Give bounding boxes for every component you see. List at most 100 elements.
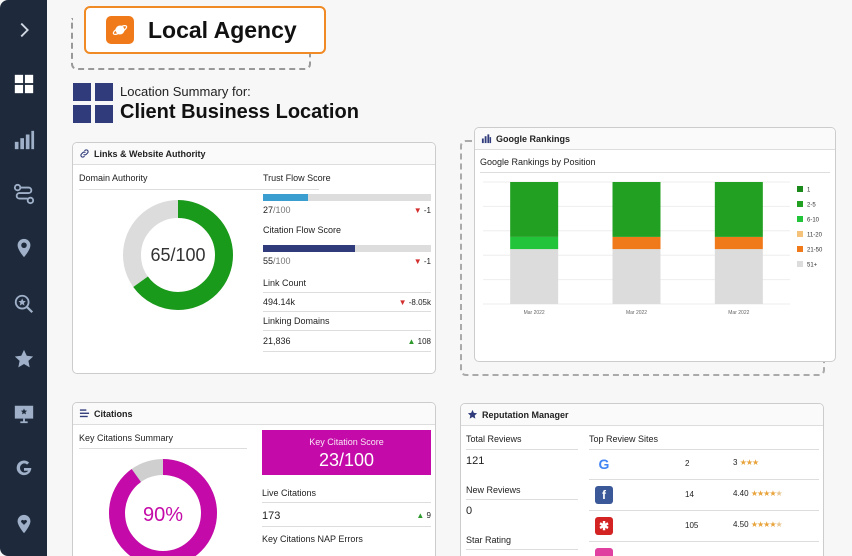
legend-label: 1 [807,188,811,194]
down-arrow-icon: ▼ [413,206,422,215]
divider [263,292,431,293]
legend-label: 21-50 [807,248,823,254]
dashboard-grid-icon[interactable] [0,68,47,100]
presentation-icon[interactable] [0,398,47,430]
rankings-chart: Mar 2022 Mar 2022 Mar 2022 1 2-5 6-10 11-20 21-… [483,181,823,316]
trust-flow-label: Trust Flow Score [263,173,331,183]
key-citations-summary-label: Key Citations Summary [79,433,174,443]
divider [466,449,578,450]
trust-flow-delta-value: -1 [423,206,431,215]
divider [589,541,819,542]
reputation-card: Reputation Manager Total Reviews 121 New… [460,403,824,556]
citation-flow-delta: ▼ -1 [393,257,431,266]
new-reviews-value: 0 [466,505,473,517]
divider [589,479,819,480]
agency-logo-icon [106,16,134,44]
domain-authority-label: Domain Authority [79,173,148,183]
citations-card: Citations Key Citations Summary 90% [72,402,436,556]
rating-half-star-icon: ★ [775,489,783,498]
bar-chart-icon[interactable] [0,124,47,156]
donut-arc [109,459,217,556]
bar-segment-51+ [510,249,559,304]
site-rating-value: 4.50 [733,520,749,529]
rankings-subtitle: Google Rankings by Position [480,157,596,167]
divider [79,189,319,190]
divider [589,449,819,450]
live-citations-delta-value: 9 [426,511,431,520]
linking-domains-delta: ▲ 108 [393,337,431,346]
expand-chevron-icon[interactable] [0,14,47,46]
total-reviews-value: 121 [466,455,485,467]
yelp-icon[interactable]: ✱ [595,517,613,535]
down-arrow-icon: ▼ [398,298,407,307]
link-count-delta: ▼ -8.05k [383,298,431,307]
site-rating: 4.50 ★★★★★ [733,520,783,529]
live-citations-delta: ▲ 9 [400,511,431,520]
rankings-card: Google Rankings Google Rankings by Posit… [474,127,836,362]
legend-swatch [797,186,803,192]
linking-domains-label: Linking Domains [263,316,330,326]
trust-flow-number: 27 [263,205,274,215]
x-tick-label: Mar 2022 [524,310,545,316]
divider [262,502,431,503]
divider [466,499,578,500]
divider [480,172,830,173]
links-card-header: Links & Website Authority [73,143,435,165]
trust-flow-delta: ▼ -1 [393,206,431,215]
rating-stars-icon: ★★★★ [750,520,777,529]
citation-flow-label: Citation Flow Score [263,225,342,235]
key-citation-score-panel: Key Citation Score 23/100 [262,430,431,475]
links-card-title: Links & Website Authority [94,148,206,159]
up-arrow-icon: ▲ [407,337,416,346]
location-pin-icon[interactable] [0,232,47,264]
legend-swatch [797,231,803,237]
site-rating-value: 3 [733,458,738,467]
rating-stars-icon: ★★★★ [750,489,777,498]
trust-flow-bar-fill [263,194,309,201]
rankings-card-header: Google Rankings [475,128,835,150]
nap-errors-label: Key Citations NAP Errors [262,534,363,544]
star-rating-label: Star Rating [466,535,512,545]
divider [263,351,431,352]
star-icon[interactable] [0,343,47,375]
divider [466,549,578,550]
legend-swatch [797,201,803,207]
site-rating: 4.40 ★★★★★ [733,489,783,498]
link-count-delta-value: -8.05k [408,298,431,307]
rating-stars-icon: ★★★ [739,458,759,467]
review-site-icon[interactable] [595,548,613,556]
location-logo-icon [73,83,113,123]
google-g-icon[interactable] [0,452,47,484]
page-title: Client Business Location [120,101,359,123]
citation-flow-value: 55/100 [263,256,291,266]
trust-flow-max: /100 [273,205,291,215]
live-citations-label: Live Citations [262,488,317,498]
divider [262,526,431,527]
location-label: Location Summary for: [120,84,251,99]
site-count: 2 [685,459,690,468]
citation-flow-bar [263,245,431,252]
donut-arc [123,200,233,310]
facebook-icon[interactable]: f [595,486,613,504]
live-citations-value: 173 [262,510,281,522]
bar-segment-51+ [612,249,661,304]
linking-domains-delta-value: 108 [417,337,431,346]
total-reviews-label: Total Reviews [466,434,522,444]
site-rating-value: 4.40 [733,489,749,498]
bar-segment-21-50 [612,236,661,250]
search-star-icon[interactable] [0,288,47,320]
google-icon[interactable]: G [595,455,613,473]
citations-donut-value: 90% [143,504,183,526]
sidebar [0,0,47,556]
bar-segment-51+ [714,249,763,304]
legend-label: 11-20 [807,233,823,239]
domain-authority-value: 65/100 [150,245,205,265]
route-icon[interactable] [0,178,47,210]
heart-pin-icon[interactable] [0,508,47,540]
divider [79,448,247,449]
bar-segment-21-50 [714,236,763,250]
rankings-bar-icon [481,134,492,144]
legend-label: 51+ [807,263,818,269]
divider [263,311,431,312]
divider [263,330,431,331]
